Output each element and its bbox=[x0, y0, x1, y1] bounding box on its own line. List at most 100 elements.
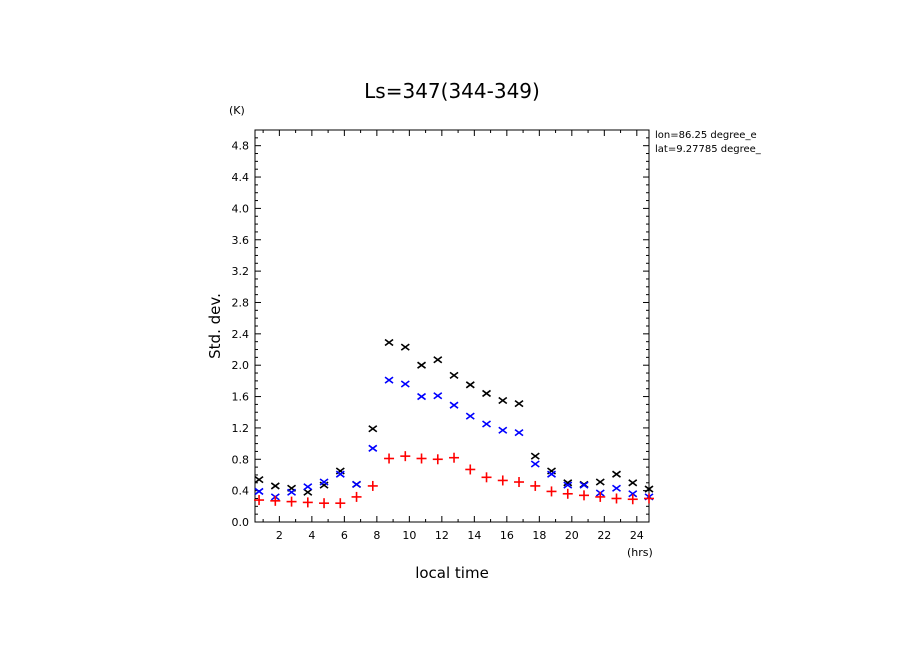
y-tick-label: 2.4 bbox=[232, 328, 250, 341]
data-point-series-3 bbox=[449, 452, 460, 463]
data-point-series-2 bbox=[319, 478, 329, 486]
data-point-series-2 bbox=[547, 470, 556, 478]
data-point-series-2 bbox=[303, 483, 313, 491]
data-point-series-1 bbox=[335, 467, 345, 475]
data-point-series-3 bbox=[465, 464, 476, 475]
x-marker-stroke bbox=[335, 470, 345, 478]
y-tick-label: 2.8 bbox=[232, 296, 250, 309]
x-marker-stroke bbox=[352, 480, 362, 489]
x-tick-label: 12 bbox=[435, 529, 449, 542]
data-point-series-1 bbox=[254, 476, 264, 484]
data-point-series-2 bbox=[352, 480, 362, 489]
x-marker-stroke bbox=[433, 392, 443, 400]
y-tick-label: 1.6 bbox=[232, 391, 250, 404]
y-tick-label: 3.6 bbox=[232, 234, 250, 247]
x-marker-stroke bbox=[254, 476, 264, 484]
data-point-series-1 bbox=[368, 425, 378, 433]
data-point-series-3 bbox=[335, 498, 346, 509]
x-marker-stroke bbox=[530, 452, 540, 460]
x-marker-stroke bbox=[628, 490, 638, 498]
x-marker-stroke bbox=[417, 361, 427, 369]
data-point-series-2 bbox=[465, 412, 475, 420]
data-point-series-2 bbox=[449, 401, 459, 409]
data-point-series-2 bbox=[254, 487, 264, 496]
y-tick-label: 2.0 bbox=[232, 359, 250, 372]
data-point-series-3 bbox=[351, 491, 362, 502]
data-point-series-2 bbox=[482, 420, 492, 428]
x-tick-label: 20 bbox=[565, 529, 579, 542]
x-tick-label: 24 bbox=[630, 529, 644, 542]
x-marker-stroke bbox=[514, 399, 524, 408]
data-point-series-1 bbox=[482, 389, 492, 398]
x-marker-stroke bbox=[368, 425, 378, 433]
x-marker-stroke bbox=[579, 481, 589, 489]
axis-ticks bbox=[255, 129, 649, 523]
x-tick-label: 4 bbox=[308, 529, 315, 542]
data-point-series-3 bbox=[481, 472, 492, 483]
x-marker-stroke bbox=[287, 488, 297, 496]
y-tick-label: 0.0 bbox=[232, 516, 250, 529]
data-point-series-1 bbox=[319, 481, 329, 489]
x-marker-stroke bbox=[498, 426, 508, 434]
x-marker-stroke bbox=[644, 485, 654, 493]
data-point-series-1 bbox=[498, 396, 508, 405]
x-tick-label: 2 bbox=[276, 529, 283, 542]
data-point-series-1 bbox=[530, 452, 540, 460]
x-tick-label: 14 bbox=[467, 529, 481, 542]
data-markers bbox=[254, 338, 654, 509]
y-tick-label: 4.4 bbox=[232, 171, 250, 184]
y-tick-label: 0.4 bbox=[232, 485, 250, 498]
x-marker-stroke bbox=[563, 479, 573, 487]
y-axis-label: Std. dev. bbox=[206, 293, 224, 359]
x-marker-stroke bbox=[303, 488, 313, 496]
x-tick-label: 18 bbox=[532, 529, 546, 542]
axis-tick-labels: 0.0 0.4 0.8 1.2 1.6 2.0 2.4 2.8 3.2 3.6 4.0 4.4 4.8 2… bbox=[232, 140, 644, 542]
data-point-series-2 bbox=[498, 426, 508, 434]
data-point-series-2 bbox=[368, 444, 378, 452]
chart-title: Ls=347(344-349) bbox=[364, 79, 540, 103]
data-point-series-1 bbox=[270, 482, 280, 490]
x-marker-stroke bbox=[563, 481, 573, 489]
data-point-series-1 bbox=[384, 338, 394, 347]
x-marker-stroke bbox=[319, 478, 329, 486]
x-marker-stroke bbox=[465, 412, 475, 420]
data-point-series-3 bbox=[546, 486, 557, 497]
x-marker-stroke bbox=[384, 338, 394, 347]
x-tick-label: 6 bbox=[341, 529, 348, 542]
data-point-series-3 bbox=[286, 496, 297, 507]
x-marker-stroke bbox=[530, 460, 540, 468]
x-marker-stroke bbox=[465, 381, 475, 389]
data-point-series-1 bbox=[547, 467, 556, 475]
x-tick-label: 10 bbox=[402, 529, 416, 542]
plot-frame bbox=[254, 129, 650, 523]
x-marker-stroke bbox=[482, 420, 492, 428]
lon-annotation: lon=86.25 degree_e bbox=[655, 130, 757, 141]
data-point-series-1 bbox=[433, 356, 443, 364]
data-point-series-3 bbox=[530, 480, 541, 491]
y-tick-label: 4.8 bbox=[232, 140, 250, 153]
x-tick-label: 16 bbox=[500, 529, 514, 542]
x-marker-stroke bbox=[433, 356, 443, 364]
data-point-series-3 bbox=[514, 477, 525, 488]
data-point-series-3 bbox=[579, 490, 590, 501]
data-point-series-2 bbox=[628, 490, 638, 498]
data-point-series-3 bbox=[595, 491, 606, 502]
data-point-series-3 bbox=[627, 494, 638, 505]
x-marker-stroke bbox=[612, 484, 621, 492]
x-marker-stroke bbox=[368, 444, 378, 452]
data-point-series-2 bbox=[612, 484, 621, 492]
x-marker-stroke bbox=[547, 470, 556, 478]
data-point-series-1 bbox=[465, 381, 475, 389]
x-marker-stroke bbox=[628, 479, 638, 487]
x-marker-stroke bbox=[612, 470, 621, 478]
data-point-series-1 bbox=[400, 343, 410, 351]
x-marker-stroke bbox=[417, 392, 427, 401]
data-point-series-3 bbox=[644, 493, 654, 504]
data-point-series-2 bbox=[563, 481, 573, 489]
data-point-series-1 bbox=[612, 470, 621, 478]
data-point-series-1 bbox=[563, 479, 573, 487]
x-axis-label: local time bbox=[415, 564, 489, 582]
data-point-series-2 bbox=[417, 392, 427, 401]
data-point-series-2 bbox=[530, 460, 540, 468]
